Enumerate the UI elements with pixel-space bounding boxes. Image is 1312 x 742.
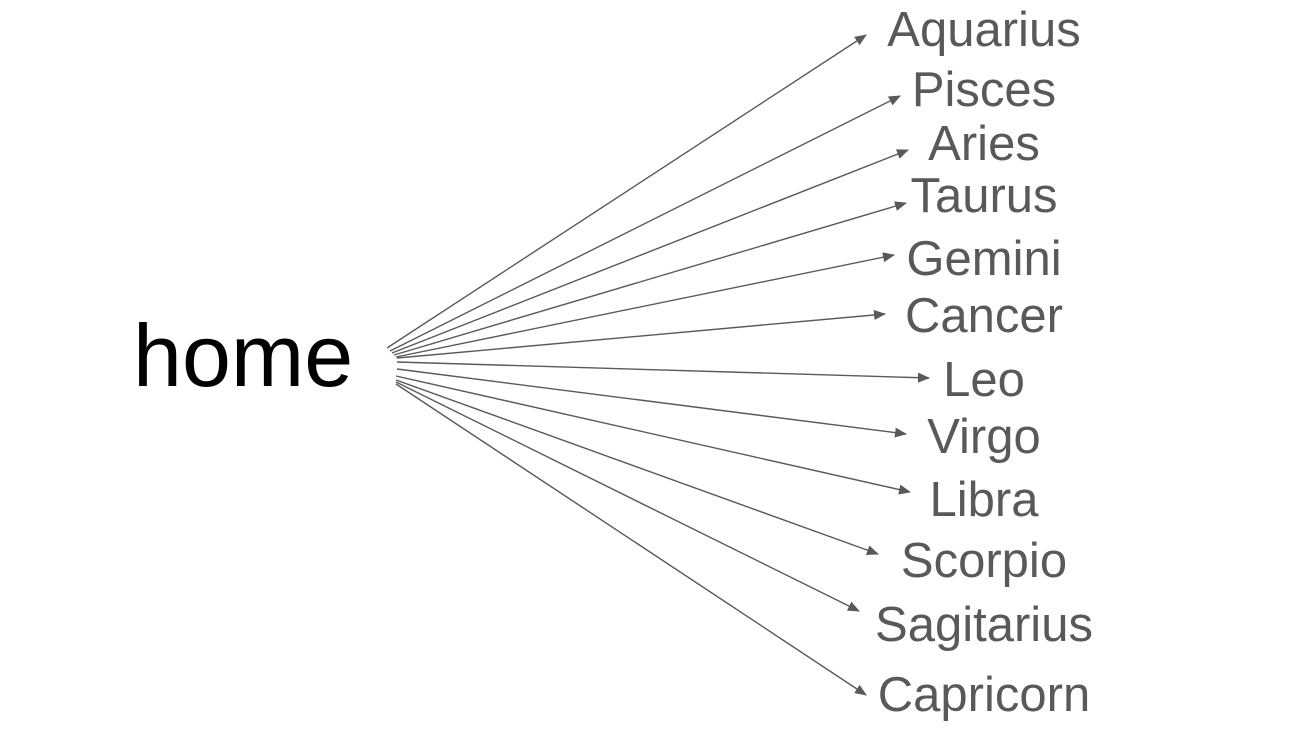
- arrow-to-taurus: [393, 201, 907, 356]
- node-label-virgo: Virgo: [927, 410, 1041, 464]
- arrow-to-cancer: [396, 310, 886, 359]
- arrow-to-leo: [396, 361, 930, 383]
- node-label-scorpio: Scorpio: [900, 534, 1068, 588]
- arrow-to-pisces: [389, 95, 901, 352]
- root-node-label: home: [133, 306, 354, 405]
- arrow-to-virgo: [396, 368, 907, 438]
- node-label-cancer: Cancer: [905, 289, 1063, 343]
- arrow-to-sagitarius: [395, 381, 860, 612]
- node-label-leo: Leo: [943, 353, 1025, 407]
- arrow-to-scorpio: [395, 379, 879, 555]
- arrow-to-capricorn: [395, 383, 867, 696]
- arrow-to-gemini: [395, 252, 895, 358]
- node-label-capricorn: Capricorn: [877, 668, 1091, 722]
- arrow-to-aries: [391, 149, 909, 354]
- arrow-to-libra: [395, 375, 911, 495]
- node-label-aquarius: Aquarius: [887, 3, 1081, 57]
- node-label-sagitarius: Sagitarius: [875, 598, 1093, 652]
- node-label-aries: Aries: [928, 117, 1040, 171]
- node-label-gemini: Gemini: [906, 232, 1062, 286]
- node-label-taurus: Taurus: [910, 169, 1058, 223]
- arrow-to-aquarius: [386, 34, 867, 349]
- node-label-pisces: Pisces: [911, 63, 1057, 117]
- node-label-libra: Libra: [929, 473, 1039, 527]
